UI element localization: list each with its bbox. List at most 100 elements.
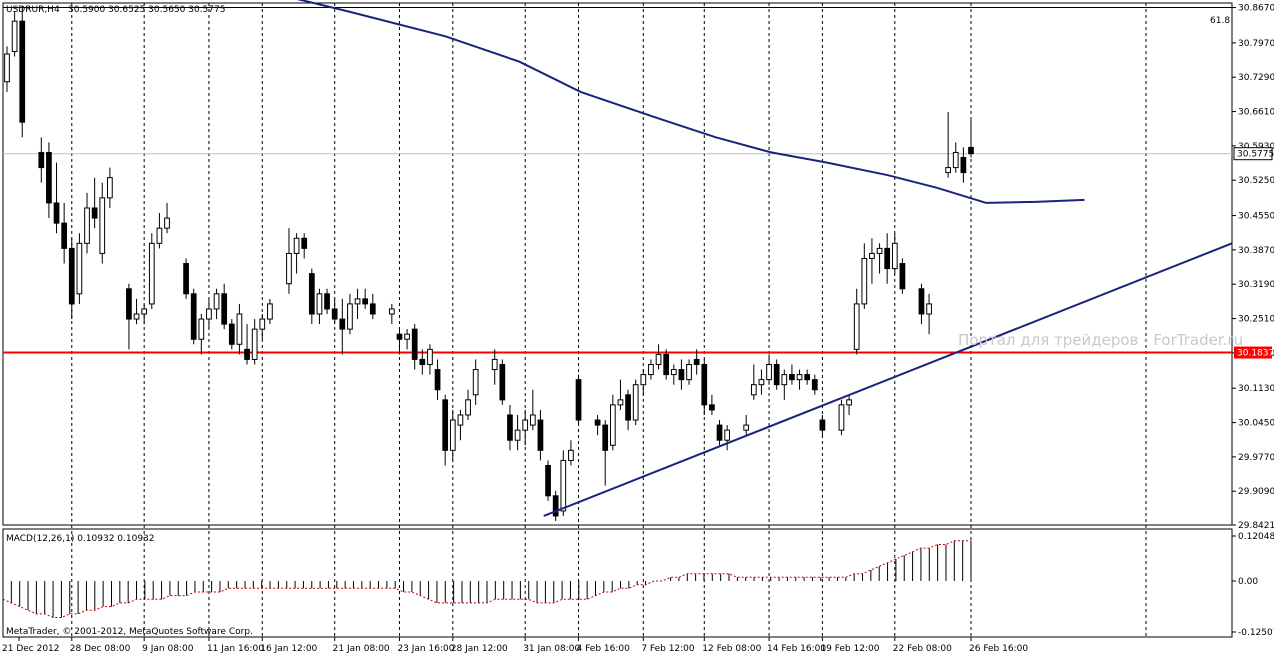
candle: [670, 364, 677, 385]
candle-body: [781, 374, 788, 386]
time-axis-label: 12 Feb 08:00: [702, 644, 761, 654]
candle-body: [773, 363, 780, 386]
candle: [846, 394, 852, 415]
candle-body: [316, 293, 323, 315]
candle-body: [206, 308, 212, 320]
candle: [4, 46, 10, 92]
candle: [743, 414, 750, 436]
time-axis-label: 26 Feb 16:00: [969, 644, 1028, 654]
candle-body: [678, 369, 685, 381]
candle-body: [952, 151, 959, 169]
time-axis-label: 19 Feb 12:00: [820, 644, 879, 654]
candle-body: [308, 273, 315, 315]
candle-body: [632, 384, 639, 421]
macd-signal-line: [2, 540, 971, 618]
candle: [11, 11, 18, 57]
candle: [324, 288, 330, 315]
candle-body: [648, 363, 654, 376]
candle: [838, 399, 845, 436]
candle: [491, 349, 498, 385]
time-axis-label: 16 Jan 12:00: [260, 644, 317, 654]
candle-body: [869, 252, 875, 259]
candle: [126, 283, 132, 350]
price-axis-label: 29.9090: [1238, 487, 1274, 497]
candle: [602, 420, 609, 486]
candle: [236, 303, 243, 355]
time-axis-label: 11 Jan 16:00: [207, 644, 264, 654]
candle: [465, 389, 471, 421]
candle: [164, 202, 170, 234]
candle-body: [968, 146, 974, 155]
candle-body: [819, 419, 826, 431]
price-axis-label: 29.8421: [1238, 521, 1274, 531]
candle: [869, 238, 875, 284]
macd-histogram: [2, 540, 972, 618]
macd-axis-label: 0.00: [1238, 577, 1258, 587]
candle: [347, 293, 353, 335]
candle: [316, 288, 323, 325]
candle: [648, 359, 654, 380]
time-axis-label: 4 Feb 16:00: [577, 644, 631, 654]
time-axis-label: 28 Jan 12:00: [451, 644, 508, 654]
candle-body: [758, 379, 765, 386]
candle: [221, 283, 228, 330]
candle: [693, 349, 700, 375]
price-axis[interactable]: 30.8670 30.7970 30.7290 30.6610 30.5930 30.52…: [1232, 4, 1274, 531]
candle: [107, 167, 113, 208]
candle-body: [686, 363, 692, 381]
candle-body: [126, 288, 132, 320]
candle: [419, 349, 426, 375]
candle: [259, 314, 266, 340]
trendline[interactable]: [543, 242, 1233, 517]
current-price-label: 30.5775: [1237, 150, 1274, 160]
candle: [750, 364, 757, 400]
price-axis-label: 30.7290: [1238, 73, 1274, 83]
candle-body: [575, 379, 582, 421]
candle-body: [655, 353, 662, 365]
candle: [884, 233, 891, 284]
candle: [625, 389, 631, 431]
candle-body: [491, 358, 498, 371]
candle-body: [427, 348, 433, 365]
vertical-gridlines: [71, 3, 1147, 637]
candle-body: [472, 369, 479, 396]
candle: [190, 288, 197, 345]
copyright-text: MetaTrader, © 2001-2012, MetaQuotes Soft…: [6, 627, 253, 637]
candle-body: [884, 247, 891, 270]
candle-body: [465, 399, 471, 416]
candle-body: [750, 384, 757, 396]
candle: [339, 298, 346, 355]
candle-body: [228, 323, 235, 345]
price-axis-label: 29.9770: [1238, 453, 1274, 463]
candle: [514, 414, 521, 451]
support-level-label-box: [1234, 346, 1272, 359]
candle: [404, 329, 410, 350]
candle-body: [148, 242, 155, 305]
candle: [537, 409, 544, 461]
candle: [609, 394, 616, 451]
candle: [789, 364, 795, 385]
candle-body: [221, 293, 228, 325]
candle-body: [891, 242, 898, 270]
time-axis[interactable]: 21 Dec 2012 28 Dec 08:00 9 Jan 08:00 11 Jan…: [2, 637, 1028, 654]
candle-body: [876, 247, 883, 254]
candle: [655, 344, 662, 370]
candle-body: [724, 429, 731, 441]
candle: [594, 414, 601, 436]
candle-body: [716, 424, 723, 441]
candle: [678, 359, 685, 390]
candle: [529, 389, 536, 431]
candle: [640, 369, 647, 395]
candle-body: [743, 424, 750, 431]
candle: [960, 147, 967, 183]
moving-average-line[interactable]: [270, 0, 1085, 204]
candle: [781, 369, 788, 400]
price-axis-label: 30.4550: [1238, 212, 1274, 222]
candle: [819, 414, 826, 436]
candle-body: [617, 399, 624, 406]
price-axis-label: 30.3870: [1238, 246, 1274, 256]
candle: [84, 192, 90, 254]
candle-body: [811, 379, 818, 391]
price-axis-label: 30.1130: [1238, 384, 1274, 394]
candle: [68, 238, 75, 320]
